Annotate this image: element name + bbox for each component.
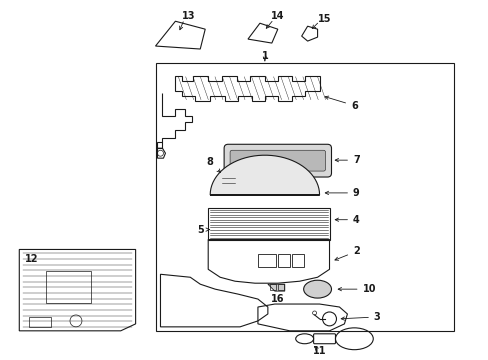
Text: 1: 1 xyxy=(261,51,268,61)
Text: 2: 2 xyxy=(334,247,359,260)
Polygon shape xyxy=(210,155,319,195)
Text: 14: 14 xyxy=(270,11,284,21)
Polygon shape xyxy=(218,170,240,190)
Bar xyxy=(29,317,51,327)
Text: 15: 15 xyxy=(317,14,330,24)
Bar xyxy=(257,255,275,267)
Bar xyxy=(208,208,329,239)
Text: 4: 4 xyxy=(335,215,359,225)
Bar xyxy=(277,284,283,290)
FancyBboxPatch shape xyxy=(230,150,325,171)
Text: 7: 7 xyxy=(335,155,359,165)
Text: 6: 6 xyxy=(325,96,357,111)
Text: 12: 12 xyxy=(24,255,38,264)
Text: 10: 10 xyxy=(338,284,375,294)
Bar xyxy=(269,284,275,290)
Bar xyxy=(291,255,303,267)
Text: 9: 9 xyxy=(325,188,359,198)
Bar xyxy=(46,271,91,303)
Text: 3: 3 xyxy=(341,312,380,322)
Ellipse shape xyxy=(303,280,331,298)
FancyBboxPatch shape xyxy=(224,144,331,177)
Circle shape xyxy=(244,159,251,167)
Bar xyxy=(277,255,289,267)
Bar xyxy=(155,63,453,331)
Circle shape xyxy=(70,315,82,327)
Text: 8: 8 xyxy=(206,157,220,172)
Text: 5: 5 xyxy=(197,225,209,235)
Text: 11: 11 xyxy=(312,346,325,356)
Text: 13: 13 xyxy=(181,11,195,21)
Polygon shape xyxy=(267,284,284,291)
Text: 16: 16 xyxy=(270,294,284,304)
